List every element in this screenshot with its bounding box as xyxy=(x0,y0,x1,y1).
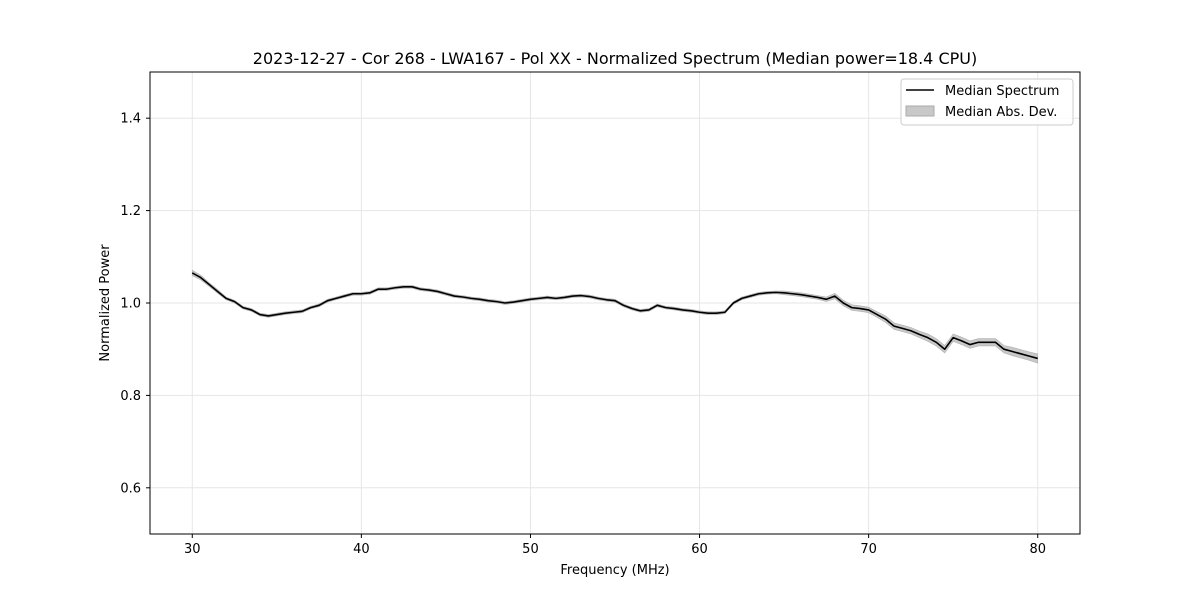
x-tick-label: 60 xyxy=(691,542,708,557)
y-tick-label: 1.4 xyxy=(120,112,141,127)
chart-title: 2023-12-27 - Cor 268 - LWA167 - Pol XX -… xyxy=(253,49,977,68)
legend-label-median-abs-dev: Median Abs. Dev. xyxy=(945,105,1057,120)
x-tick-label: 40 xyxy=(353,542,370,557)
y-axis-label: Normalized Power xyxy=(98,244,113,362)
x-axis: 30 40 50 60 70 80 xyxy=(184,534,1046,557)
x-tick-label: 80 xyxy=(1029,542,1046,557)
mad-band xyxy=(191,269,1039,364)
legend-box xyxy=(900,78,1074,126)
legend: Median Spectrum Median Abs. Dev. xyxy=(900,78,1074,126)
series-layer xyxy=(191,272,1038,360)
mad-band-layer xyxy=(191,269,1039,364)
legend-label-median-spectrum: Median Spectrum xyxy=(945,84,1059,99)
legend-band-swatch xyxy=(905,105,935,117)
y-tick-label: 0.8 xyxy=(120,389,141,404)
median-spectrum-line xyxy=(191,272,1038,360)
x-tick-label: 30 xyxy=(184,542,201,557)
y-axis: 0.6 0.8 1.0 1.2 1.4 xyxy=(120,112,150,496)
x-axis-label: Frequency (MHz) xyxy=(560,563,669,578)
x-tick-label: 70 xyxy=(860,542,877,557)
y-tick-label: 1.2 xyxy=(120,204,141,219)
y-tick-label: 1.0 xyxy=(120,297,141,312)
y-tick-label: 0.6 xyxy=(120,481,141,496)
x-tick-label: 50 xyxy=(522,542,539,557)
